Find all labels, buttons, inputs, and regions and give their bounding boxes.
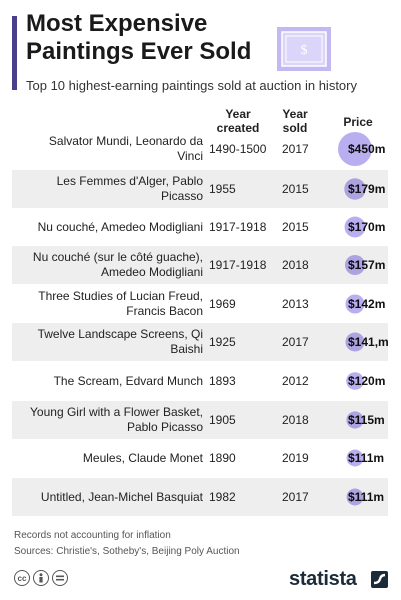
table-row: Untitled, Jean-Michel Basquiat 1982 2017 $1… — [12, 478, 388, 516]
year-sold: 2015 — [282, 220, 309, 234]
year-created: 1905 — [209, 413, 236, 427]
table-row: Nu couché (sur le côté guache), Amedeo M… — [12, 246, 388, 284]
price-label: $179m — [348, 182, 386, 196]
price-label: $141,m — [348, 335, 389, 349]
painting-name: Untitled, Jean-Michel Basquiat — [40, 490, 203, 504]
year-sold: 2019 — [282, 451, 309, 465]
page-title: Most Expensive Paintings Ever Sold — [26, 10, 252, 65]
year-sold: 2015 — [282, 182, 309, 196]
painting-name: Twelve Landscape Screens, Qi Baishi — [37, 327, 203, 356]
year-created: 1917-1918 — [209, 258, 267, 272]
year-created: 1890 — [209, 451, 236, 465]
footnote-sources: Sources: Christie's, Sotheby's, Beijing … — [14, 546, 240, 557]
year-sold: 2017 — [282, 490, 309, 504]
page-subtitle: Top 10 highest-earning paintings sold at… — [26, 78, 357, 93]
price-label: $170m — [348, 220, 386, 234]
year-sold: 2013 — [282, 297, 309, 311]
table-row: Young Girl with a Flower Basket, Pablo P… — [12, 401, 388, 439]
cc-icon: cc — [14, 570, 30, 586]
year-sold: 2012 — [282, 374, 309, 388]
table-row: The Scream, Edvard Munch 1893 2012 $120m — [12, 362, 388, 400]
year-created: 1917-1918 — [209, 220, 267, 234]
table-row: Nu couché, Amedeo Modigliani 1917-1918 201… — [12, 208, 388, 246]
year-created: 1490-1500 — [209, 142, 267, 156]
painting-name: Young Girl with a Flower Basket, Pablo P… — [30, 405, 203, 434]
by-icon — [33, 570, 49, 586]
year-created: 1955 — [209, 182, 236, 196]
year-created: 1893 — [209, 374, 236, 388]
column-header-sold: Year sold — [282, 107, 308, 135]
year-sold: 2018 — [282, 413, 309, 427]
title-accent-bar — [12, 16, 17, 90]
table-row: Salvator Mundi, Leonardo da Vinci 1490-15… — [12, 130, 388, 168]
painting-frame-icon: $ — [277, 27, 331, 71]
price-label: $111m — [348, 490, 385, 504]
painting-name: Three Studies of Lucian Freud, Francis B… — [38, 289, 203, 318]
table-row: Three Studies of Lucian Freud, Francis B… — [12, 285, 388, 323]
painting-name: Meules, Claude Monet — [82, 451, 203, 465]
statista-logo-text[interactable]: statista — [289, 568, 357, 590]
painting-name: The Scream, Edvard Munch — [53, 374, 203, 388]
painting-name: Les Femmes d'Alger, Pablo Picasso — [56, 174, 203, 203]
year-sold: 2018 — [282, 258, 309, 272]
license-icons: cc — [14, 570, 68, 586]
table-row: Meules, Claude Monet 1890 2019 $111m — [12, 439, 388, 477]
nd-icon — [52, 570, 68, 586]
statista-logo-mark — [371, 571, 388, 588]
table-row: Les Femmes d'Alger, Pablo Picasso 1955 201… — [12, 170, 388, 208]
painting-name: Salvator Mundi, Leonardo da Vinci — [48, 134, 203, 163]
column-header-price: Price — [343, 115, 373, 129]
svg-text:$: $ — [301, 43, 308, 58]
price-label: $142m — [348, 297, 386, 311]
year-sold: 2017 — [282, 142, 309, 156]
price-label: $111m — [348, 451, 385, 465]
painting-name: Nu couché, Amedeo Modigliani — [37, 220, 203, 234]
price-label: $157m — [348, 258, 386, 272]
price-label: $120m — [348, 374, 386, 388]
table-row: Twelve Landscape Screens, Qi Baishi 1925 2… — [12, 323, 389, 361]
painting-name: Nu couché (sur le côté guache), Amedeo M… — [32, 250, 203, 279]
year-created: 1982 — [209, 490, 236, 504]
column-header-created: Year created — [216, 107, 260, 135]
footnote-inflation: Records not accounting for inflation — [14, 530, 171, 541]
year-created: 1925 — [209, 335, 236, 349]
year-created: 1969 — [209, 297, 236, 311]
year-sold: 2017 — [282, 335, 309, 349]
price-label: $115m — [348, 413, 385, 427]
price-label: $450m — [348, 142, 386, 156]
